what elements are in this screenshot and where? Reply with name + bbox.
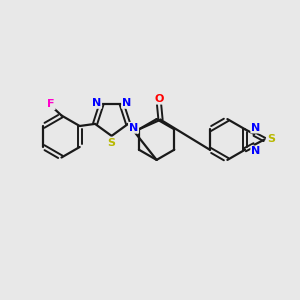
Text: S: S (267, 134, 275, 145)
Text: N: N (251, 146, 260, 156)
Text: N: N (251, 123, 260, 133)
Text: S: S (108, 137, 116, 148)
Text: N: N (122, 98, 131, 108)
Text: O: O (154, 94, 164, 104)
Text: F: F (47, 99, 55, 109)
Text: N: N (92, 98, 101, 108)
Text: N: N (129, 123, 138, 133)
